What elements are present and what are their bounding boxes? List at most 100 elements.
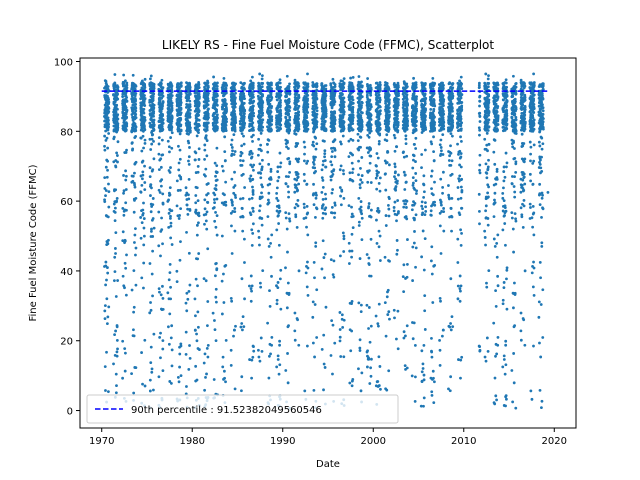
data-point: [252, 104, 255, 108]
data-point: [360, 104, 363, 107]
data-point: [116, 92, 119, 96]
data-point: [240, 277, 244, 281]
data-point: [169, 166, 172, 169]
data-point: [251, 231, 255, 235]
data-point: [214, 184, 218, 187]
data-point: [324, 94, 328, 97]
data-point: [107, 89, 111, 93]
data-point: [295, 178, 299, 182]
data-point: [369, 274, 373, 278]
data-point: [151, 294, 154, 298]
data-point: [323, 139, 326, 143]
data-point: [350, 255, 353, 259]
data-point: [216, 81, 219, 85]
data-point: [188, 103, 192, 106]
data-point: [360, 111, 364, 115]
data-point: [375, 152, 379, 155]
data-point: [339, 194, 342, 198]
data-point: [347, 241, 351, 245]
data-point: [314, 244, 318, 248]
data-point: [143, 384, 147, 388]
data-point: [230, 224, 233, 228]
data-point: [324, 87, 328, 91]
data-point: [159, 356, 162, 360]
data-point: [387, 127, 391, 131]
data-point: [387, 102, 391, 106]
data-point: [233, 112, 237, 116]
data-point: [342, 127, 346, 130]
data-point: [279, 114, 283, 117]
data-point: [134, 92, 138, 95]
data-point: [357, 173, 360, 177]
data-point: [151, 249, 155, 253]
data-point: [124, 201, 128, 205]
data-point: [321, 178, 325, 182]
data-point: [148, 166, 152, 170]
data-point: [296, 142, 300, 145]
data-point: [359, 205, 363, 209]
data-point: [161, 104, 164, 108]
data-point: [186, 212, 190, 216]
data-point: [294, 132, 298, 136]
data-point: [350, 161, 354, 165]
data-point: [106, 271, 110, 275]
data-point: [387, 369, 391, 373]
data-point: [187, 251, 191, 255]
data-point: [240, 144, 244, 148]
data-point: [297, 269, 301, 273]
data-point: [376, 206, 380, 210]
data-point: [170, 348, 174, 352]
data-point: [112, 135, 116, 139]
data-point: [342, 318, 346, 322]
data-point: [160, 216, 163, 220]
data-point: [313, 276, 316, 280]
data-point: [257, 137, 261, 141]
data-point: [297, 110, 301, 114]
data-point: [360, 80, 363, 84]
data-point: [212, 378, 216, 381]
data-point: [148, 378, 152, 382]
data-point: [402, 330, 406, 334]
data-point: [277, 372, 281, 376]
data-point: [340, 313, 344, 317]
data-point: [338, 168, 342, 172]
data-point: [103, 309, 107, 313]
data-point: [215, 267, 219, 271]
data-point: [261, 94, 264, 98]
data-point: [224, 200, 228, 204]
data-point: [377, 302, 381, 306]
data-point: [103, 365, 107, 368]
data-point: [351, 153, 354, 157]
data-point: [286, 250, 289, 254]
data-point: [277, 222, 281, 225]
data-point: [106, 146, 110, 150]
data-point: [377, 229, 381, 233]
data-point: [220, 279, 224, 283]
data-point: [178, 352, 182, 356]
data-point: [330, 155, 334, 159]
data-point: [351, 226, 355, 230]
data-point: [395, 113, 399, 117]
data-point: [105, 175, 109, 179]
data-point: [206, 81, 210, 85]
data-point: [222, 272, 225, 276]
data-point: [297, 104, 301, 108]
data-point: [168, 263, 172, 266]
data-point: [331, 150, 334, 153]
data-point: [204, 219, 208, 223]
data-point: [179, 92, 183, 96]
data-point: [221, 355, 225, 359]
data-point: [249, 287, 253, 290]
data-point: [167, 342, 171, 346]
data-point: [285, 74, 289, 78]
data-point: [367, 263, 371, 266]
data-point: [196, 284, 199, 288]
data-point: [152, 106, 156, 110]
data-point: [105, 322, 109, 326]
data-point: [124, 293, 128, 297]
data-point: [331, 273, 335, 277]
data-point: [178, 87, 181, 90]
data-point: [297, 96, 301, 100]
data-point: [123, 261, 127, 265]
data-point: [288, 82, 291, 86]
